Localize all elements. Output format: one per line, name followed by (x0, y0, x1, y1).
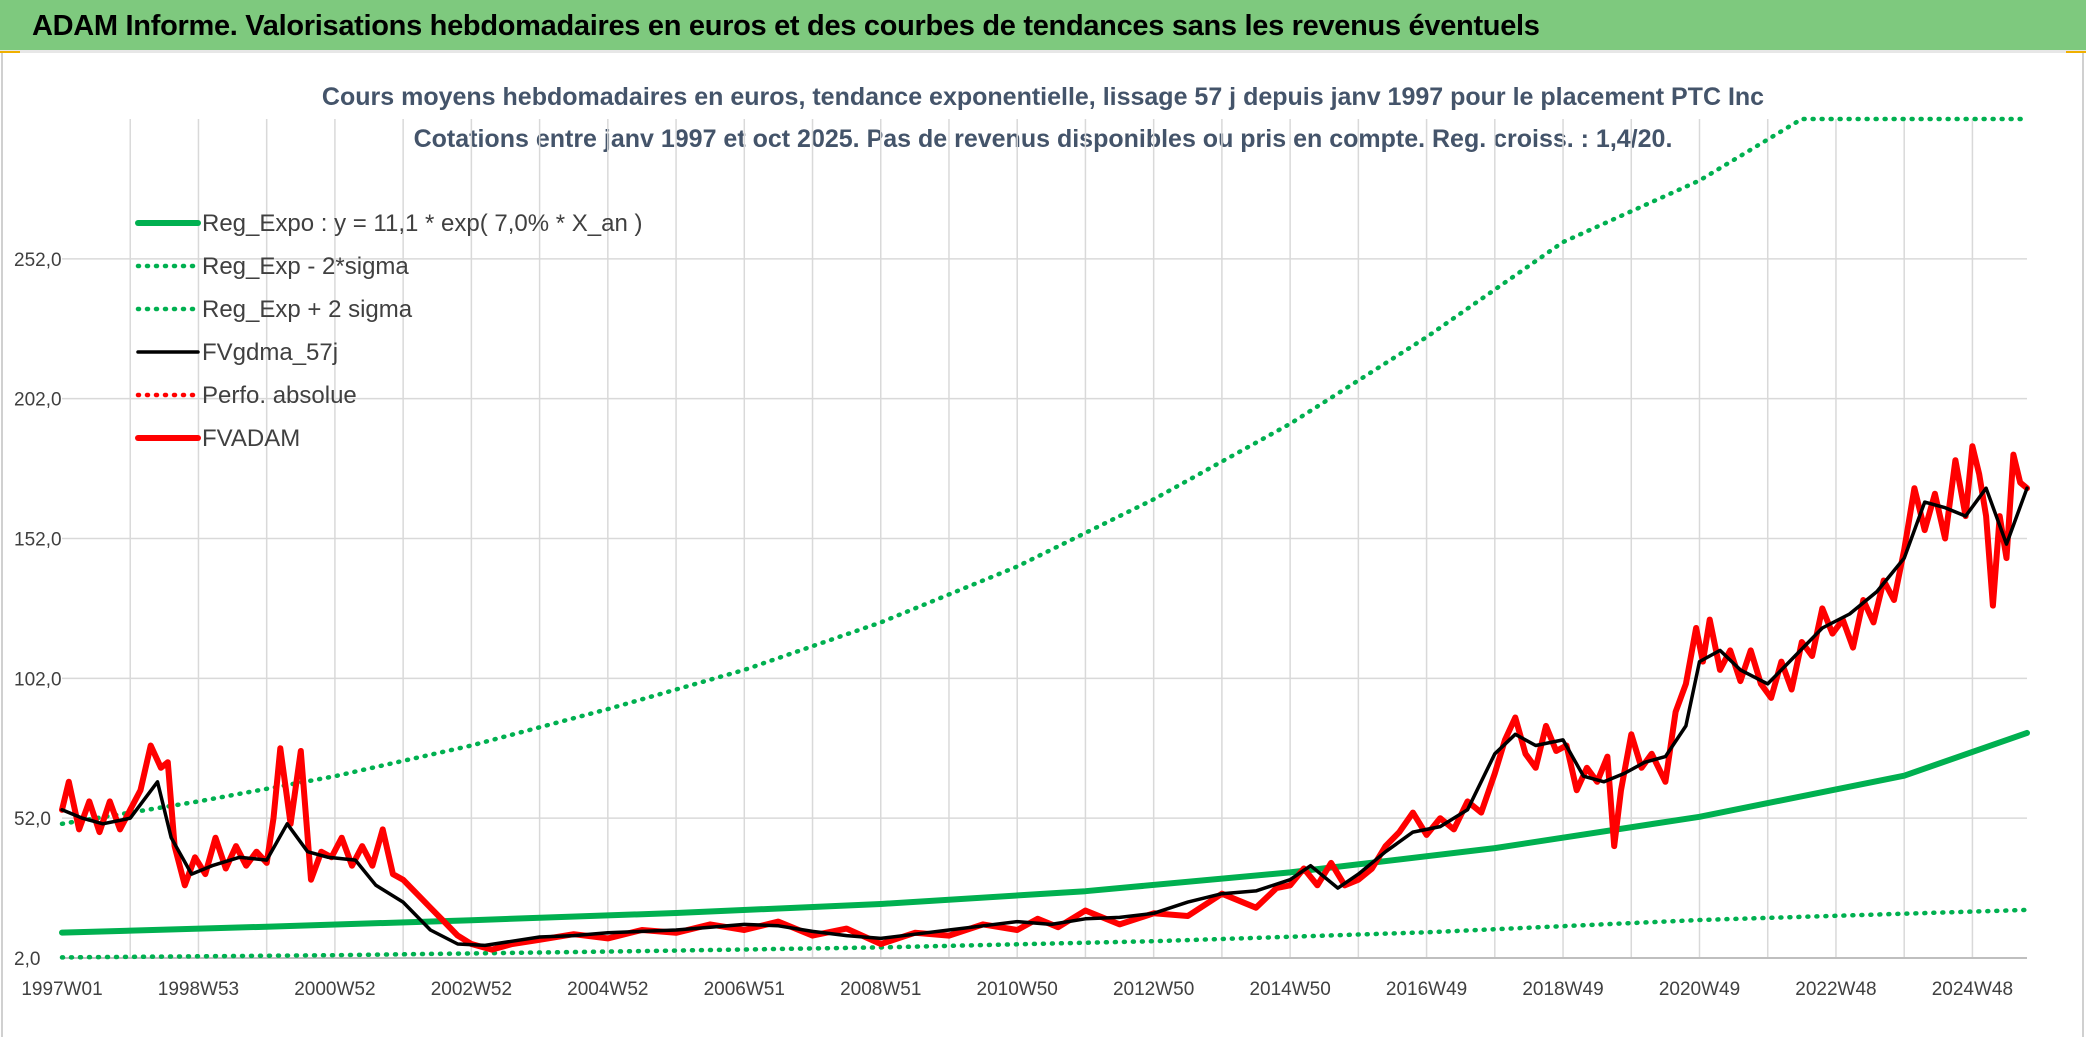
series-line-0 (59, 729, 2030, 936)
x-tick-label: 2006W51 (704, 979, 785, 1000)
legend-label: Reg_Exp - 2*sigma (202, 253, 409, 280)
x-tick-label: 1997W01 (21, 979, 102, 1000)
grid (62, 119, 2027, 959)
x-tick-label: 2008W51 (840, 979, 921, 1000)
page-title: ADAM Informe. Valorisations hebdomadaire… (32, 10, 1540, 42)
legend-label: Reg_Expo : y = 11,1 * exp( 7,0% * X_an ) (202, 210, 642, 237)
y-tick-label: 152,0 (14, 530, 62, 551)
series-line-1 (59, 907, 2030, 960)
y-tick-label: 52,0 (14, 809, 51, 830)
y-tick-label: 102,0 (14, 669, 62, 690)
chart-area: Cours moyens hebdomadaires en euros, ten… (0, 53, 2086, 1037)
y-tick-label: 202,0 (14, 390, 62, 411)
x-tick-label: 2012W50 (1113, 979, 1194, 1000)
series-line-2 (59, 116, 2030, 827)
x-axis: 1997W01 1998W53 2000W52 2002W52 2004W52 2006W… (21, 957, 2027, 1000)
y-tick-label: 2,0 (14, 949, 40, 970)
x-tick-label: 1998W53 (158, 979, 239, 1000)
x-tick-label: 2010W50 (977, 979, 1058, 1000)
header-banner: ADAM Informe. Valorisations hebdomadaire… (0, 0, 2086, 53)
x-tick-label: 2024W48 (1932, 979, 2013, 1000)
legend: Reg_Expo : y = 11,1 * exp( 7,0% * X_an )… (135, 210, 642, 452)
y-tick-label: 252,0 (14, 250, 62, 271)
x-tick-label: 2004W52 (567, 979, 648, 1000)
legend-label: Perfo. absolue (202, 382, 357, 409)
x-tick-label: 2002W52 (431, 979, 512, 1000)
series-line-3 (60, 486, 2029, 948)
chart-title-line-1: Cours moyens hebdomadaires en euros, ten… (322, 83, 1764, 111)
x-tick-label: 2020W49 (1659, 979, 1740, 1000)
x-tick-label: 2022W48 (1795, 979, 1876, 1000)
x-tick-label: 2016W49 (1386, 979, 1467, 1000)
chart-background (0, 53, 2086, 1037)
series-layer (59, 116, 2030, 960)
x-tick-label: 2018W49 (1522, 979, 1603, 1000)
legend-label: Reg_Exp + 2 sigma (202, 296, 413, 323)
chart-title-line-2: Cotations entre janv 1997 et oct 2025. P… (414, 125, 1673, 153)
legend-label: FVgdma_57j (202, 339, 338, 366)
y-axis: 2,0 52,0 102,0 152,0 202,0 252,0 (14, 250, 62, 970)
series-line-5 (59, 443, 2030, 953)
x-tick-label: 2014W50 (1249, 979, 1330, 1000)
legend-label: FVADAM (202, 425, 300, 452)
x-tick-label: 2000W52 (294, 979, 375, 1000)
